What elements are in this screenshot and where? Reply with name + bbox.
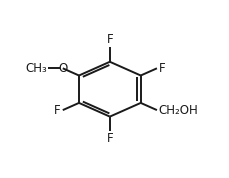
Text: F: F bbox=[106, 132, 113, 145]
Text: CH₃: CH₃ bbox=[25, 62, 46, 75]
Text: F: F bbox=[106, 33, 113, 46]
Text: F: F bbox=[54, 104, 61, 117]
Text: O: O bbox=[58, 62, 67, 75]
Text: F: F bbox=[158, 62, 165, 75]
Text: CH₂OH: CH₂OH bbox=[158, 104, 198, 117]
